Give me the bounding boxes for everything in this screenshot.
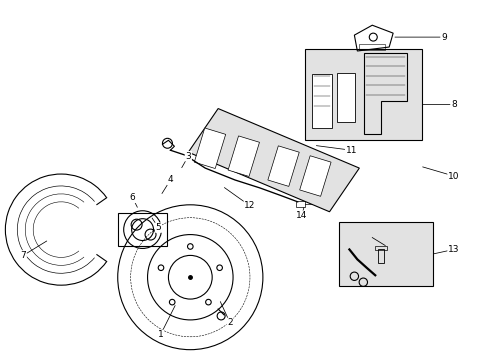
Bar (311, 74, 331, 129)
Polygon shape (267, 146, 299, 186)
Text: 10: 10 (447, 171, 459, 180)
Bar (377, 249, 384, 264)
Text: 3: 3 (185, 152, 191, 161)
Text: 11: 11 (345, 146, 356, 155)
Bar (337, 73, 355, 122)
Bar (295, 201, 304, 207)
Bar (304, 49, 421, 140)
Text: 12: 12 (244, 201, 255, 210)
Polygon shape (188, 109, 359, 212)
Bar (359, 44, 385, 50)
Text: 9: 9 (440, 33, 446, 42)
Polygon shape (299, 156, 330, 196)
Text: 5: 5 (155, 223, 161, 232)
Text: 4: 4 (167, 175, 173, 184)
Text: 1: 1 (157, 330, 163, 339)
Text: 14: 14 (295, 211, 307, 220)
Bar (339, 222, 432, 286)
Polygon shape (227, 136, 259, 176)
Text: 7: 7 (20, 251, 26, 260)
Polygon shape (194, 128, 225, 168)
Text: 13: 13 (447, 245, 459, 254)
Bar (118, 213, 167, 247)
Bar (374, 247, 386, 251)
Text: 8: 8 (450, 100, 456, 109)
Text: 6: 6 (129, 193, 135, 202)
Text: 2: 2 (227, 318, 232, 327)
